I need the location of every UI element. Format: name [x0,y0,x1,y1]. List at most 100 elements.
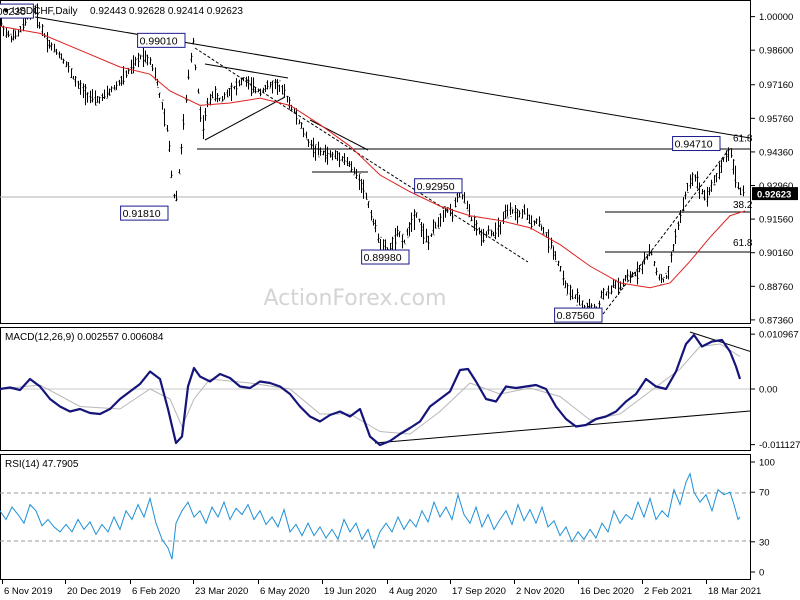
price-bar [689,174,692,189]
price-bar [410,212,413,232]
price-bar [571,289,574,300]
price-bar [197,88,200,94]
price-bar [341,156,344,162]
price-bar [394,228,397,250]
price-bar [602,287,605,300]
price-bar [70,68,73,78]
price-bar [470,216,473,222]
price-bar [158,92,161,98]
price-bar [110,86,113,93]
price-bar [91,89,94,103]
price-bar [379,236,382,251]
price-bar [533,220,536,226]
price-bar [490,229,493,237]
price-bar [55,48,58,55]
svg-text:0.94710: 0.94710 [675,139,713,151]
price-bar [271,80,274,94]
price-bar [626,269,629,281]
price-tick-label: 0.94360 [759,147,793,158]
price-bar [696,171,699,189]
price-bar [278,80,281,92]
dropdown-triangle-icon[interactable] [3,9,9,13]
price-bar [727,147,730,162]
price-tick-label: 0.90160 [759,248,793,259]
price-bar [701,188,704,195]
price-bar [713,175,716,186]
price-bar [648,244,651,257]
price-bar [566,283,569,296]
price-bar [521,208,524,219]
price-bar [569,284,572,301]
price-bar [358,172,361,190]
rsi-title: RSI(14) 47.7905 [5,459,79,470]
price-bar [437,217,440,230]
price-bar [305,131,308,140]
price-bar [67,61,70,73]
rsi-panel-frame [0,454,751,580]
price-bar [698,182,701,199]
price-bar [7,30,10,38]
price-bar [578,294,581,306]
price-bar [463,192,466,204]
price-bar [535,218,538,225]
price-bar [0,17,3,27]
price-bar [737,182,740,190]
price-bar [694,174,697,182]
price-bar [528,214,531,225]
price-bar [634,271,637,277]
price-bar [461,192,464,200]
price-bar [254,87,257,94]
price-bar [5,27,8,38]
svg-text:0.87560: 0.87560 [557,310,595,322]
price-bar [266,80,269,90]
price-bar [173,193,176,199]
price-bar [406,228,409,238]
price-bar [34,4,37,15]
price-bar [682,197,685,213]
price-bar [166,125,169,132]
price-bar [718,162,721,180]
rsi-annotations [0,492,750,542]
price-bar [710,179,713,192]
price-bar [554,251,557,262]
price-bar [415,212,418,218]
price-bar [732,159,735,175]
price-bar [233,85,236,90]
price-series-layer [0,3,746,319]
symbol-label: USDCHF,Daily [12,6,78,17]
price-bar [703,189,706,201]
price-bar [12,29,15,41]
price-bar [206,98,209,108]
price-bar [94,90,97,106]
price-bar [370,209,373,221]
price-bar [89,90,92,104]
svg-text:0.92623: 0.92623 [757,190,791,201]
price-bar [324,144,327,163]
price-bar [170,170,173,179]
price-bar [62,58,65,64]
rsi-line [0,472,741,560]
price-bar [432,219,435,236]
price-bar [118,79,121,86]
price-bar [329,150,332,158]
price-bar [708,187,711,196]
chart-header: USDCHF,Daily 0.92443 0.92628 0.92414 0.9… [3,6,243,17]
fib-61.8-upper-label: 61.8 [733,134,753,145]
price-bar [98,96,101,104]
x-tick-label: 23 Mar 2020 [195,586,248,597]
price-bar [365,192,368,200]
price-bar [607,285,610,299]
price-tick-label: 0.98600 [759,46,793,57]
price-bar [50,42,53,51]
price-bar [283,84,286,98]
price-bar [574,293,577,300]
price-bar [413,209,416,231]
price-bar [108,88,111,96]
price-bar [53,43,56,53]
price-bar [466,200,469,212]
price-bar [494,222,497,240]
price-bars [0,3,745,319]
price-bar [418,218,421,223]
price-bar [454,197,457,208]
x-tick-label: 6 Feb 2020 [132,586,180,597]
